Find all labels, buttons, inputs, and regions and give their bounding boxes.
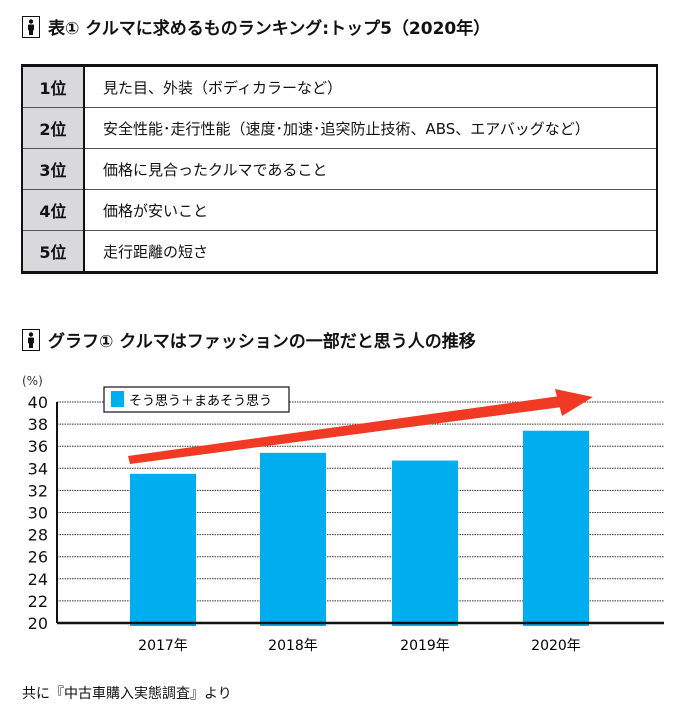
bar bbox=[130, 473, 196, 626]
y-tick-label: 30 bbox=[28, 504, 48, 523]
y-tick-label: 20 bbox=[28, 614, 48, 633]
table-row: 4位 価格が安いこと bbox=[22, 189, 657, 231]
trend-arrow-head bbox=[555, 389, 593, 416]
ranking-table: 1位 見た目、外装（ボディカラーなど） 2位 安全性能･走行性能（速度･加速･追突防止… bbox=[21, 64, 658, 274]
chart-title-text: グラフ① クルマはファッションの一部だと思う人の推移 bbox=[48, 332, 476, 352]
legend-label: そう思う＋まあそう思う bbox=[129, 394, 272, 409]
trend-arrow-shaft bbox=[128, 396, 562, 464]
rank-cell: 4位 bbox=[22, 189, 85, 231]
legend-swatch bbox=[111, 391, 124, 407]
chart-title: グラフ① クルマはファッションの一部だと思う人の推移 bbox=[22, 327, 476, 352]
y-tick-label: 36 bbox=[28, 437, 48, 456]
bar-chart: (%) 20 22 24 26 28 30 32 34 36 38 40 2017年 2018年 2019年… bbox=[22, 374, 664, 654]
table-title: 表① クルマに求めるものランキング:トップ5（2020年） bbox=[22, 14, 490, 39]
item-cell: 走行距離の短さ bbox=[84, 230, 657, 273]
table-row: 1位 見た目、外装（ボディカラーなど） bbox=[22, 65, 657, 108]
table-title-text: 表① クルマに求めるものランキング:トップ5（2020年） bbox=[48, 19, 491, 39]
item-cell: 見た目、外装（ボディカラーなど） bbox=[84, 65, 657, 108]
rank-cell: 5位 bbox=[22, 230, 85, 273]
y-tick-label: 26 bbox=[28, 548, 48, 567]
legend bbox=[103, 386, 290, 413]
rank-cell: 3位 bbox=[22, 148, 85, 190]
x-tick-label: 2019年 bbox=[400, 638, 450, 654]
table-row: 3位 価格に見合ったクルマであること bbox=[22, 148, 657, 190]
person-icon bbox=[22, 328, 40, 351]
y-tick-label: 34 bbox=[28, 459, 48, 478]
x-tick-label: 2017年 bbox=[138, 638, 188, 654]
table-row: 2位 安全性能･走行性能（速度･加速･追突防止技術、ABS、エアバッグなど） bbox=[22, 107, 657, 149]
y-tick-label: 38 bbox=[28, 415, 48, 434]
bar bbox=[523, 430, 589, 626]
item-cell: 価格に見合ったクルマであること bbox=[84, 148, 657, 190]
x-tick-label: 2018年 bbox=[268, 638, 318, 654]
y-tick-label: 40 bbox=[28, 393, 48, 412]
y-tick-label: 32 bbox=[28, 481, 48, 500]
y-tick-label: 24 bbox=[28, 570, 48, 589]
item-cell: 安全性能･走行性能（速度･加速･追突防止技術、ABS、エアバッグなど） bbox=[84, 107, 657, 149]
y-tick-label: 22 bbox=[28, 592, 48, 611]
rank-cell: 1位 bbox=[22, 65, 85, 108]
rank-cell: 2位 bbox=[22, 107, 85, 149]
bar bbox=[260, 452, 326, 626]
source-note: 共に『中古車購入実態調査』より bbox=[22, 686, 232, 702]
table-row: 5位 走行距離の短さ bbox=[22, 230, 657, 273]
bar bbox=[392, 460, 458, 626]
y-axis-label: (%) bbox=[22, 374, 43, 388]
person-icon bbox=[22, 15, 40, 38]
item-cell: 価格が安いこと bbox=[84, 189, 657, 231]
y-tick-label: 28 bbox=[28, 526, 48, 545]
x-tick-label: 2020年 bbox=[531, 638, 581, 654]
